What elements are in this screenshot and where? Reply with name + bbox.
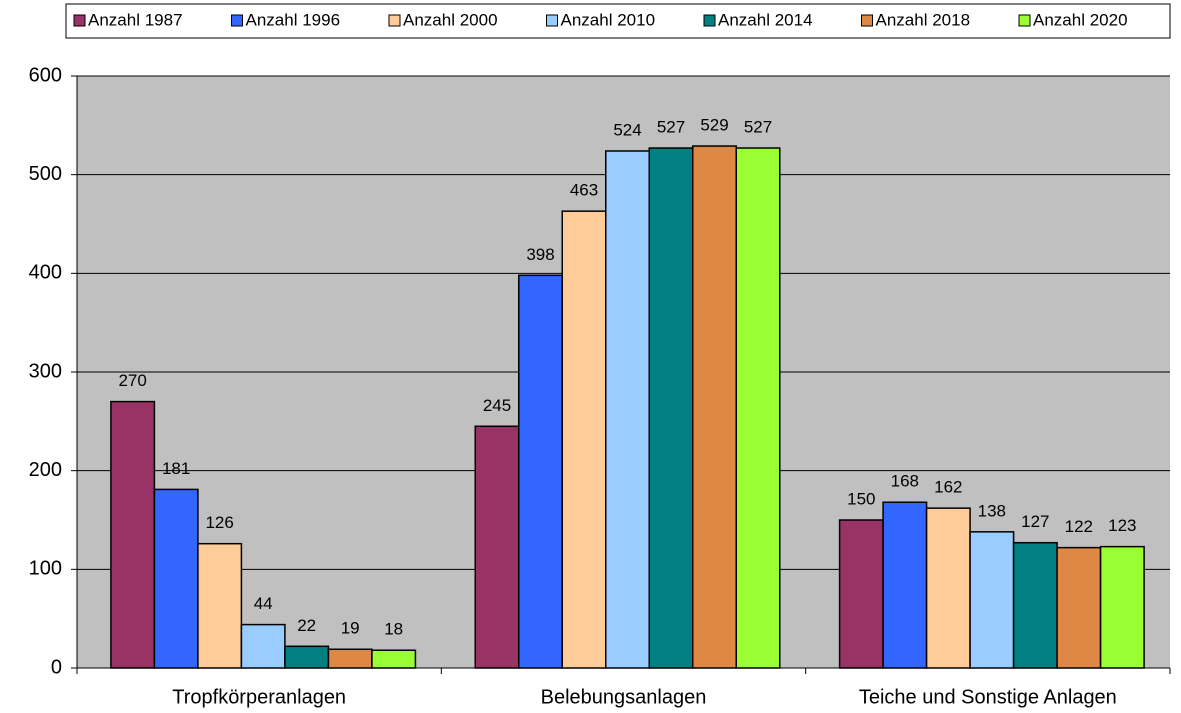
legend-label: Anzahl 2020 — [1033, 10, 1128, 29]
x-tick-label: Belebungsanlagen — [541, 686, 707, 708]
value-label: 138 — [978, 501, 1006, 520]
value-label: 529 — [700, 116, 728, 135]
value-label: 398 — [526, 245, 554, 264]
legend-swatch — [703, 14, 716, 27]
bar — [882, 501, 928, 669]
legend-label: Anzahl 2014 — [718, 10, 813, 29]
bar — [327, 648, 373, 669]
legend-swatch — [1018, 14, 1031, 27]
value-label: 162 — [934, 478, 962, 497]
y-tick-label: 600 — [29, 64, 62, 86]
value-label: 122 — [1065, 517, 1093, 536]
legend-swatch — [546, 14, 558, 27]
bar — [371, 649, 417, 669]
y-tick-label: 500 — [29, 163, 62, 185]
value-label: 150 — [847, 489, 875, 508]
y-tick-label: 400 — [29, 262, 62, 284]
bar — [692, 145, 737, 669]
legend-swatch — [388, 14, 401, 27]
bar — [284, 645, 330, 669]
value-label: 126 — [205, 513, 233, 532]
legend-label: Anzahl 2018 — [876, 10, 971, 29]
bar — [153, 488, 199, 669]
bar — [474, 425, 520, 669]
bar — [969, 531, 1015, 669]
value-label: 127 — [1021, 512, 1049, 531]
legend-label: Anzahl 1996 — [246, 10, 341, 29]
value-label: 524 — [613, 120, 641, 139]
value-label: 181 — [162, 459, 190, 478]
bar — [110, 400, 156, 669]
legend-swatch — [73, 14, 86, 27]
legend-label: Anzahl 2010 — [561, 10, 656, 29]
bar — [838, 519, 884, 669]
x-tick-label: Tropfkörperanlagen — [172, 686, 346, 708]
bar — [605, 150, 650, 669]
value-label: 527 — [657, 118, 685, 137]
value-label: 18 — [384, 620, 403, 639]
y-tick-label: 100 — [29, 558, 62, 580]
value-label: 19 — [341, 619, 360, 638]
bar — [1099, 545, 1145, 669]
value-label: 22 — [297, 616, 316, 635]
value-label: 527 — [744, 118, 772, 137]
bar — [735, 147, 781, 669]
value-label: 245 — [483, 396, 511, 415]
value-label: 270 — [118, 371, 146, 390]
x-tick-label: Teiche und Sonstige Anlagen — [859, 686, 1117, 708]
y-tick-label: 0 — [51, 656, 62, 678]
bar — [518, 274, 563, 669]
bar — [925, 507, 971, 669]
bar — [648, 147, 694, 669]
legend-swatch — [861, 14, 873, 27]
value-label: 123 — [1108, 516, 1136, 535]
legend-label: Anzahl 2000 — [403, 10, 498, 29]
bar — [1012, 541, 1058, 669]
legend-swatch — [231, 14, 243, 27]
legend-box — [65, 3, 1171, 39]
value-label: 168 — [891, 472, 919, 491]
bar — [197, 542, 243, 669]
bar — [1056, 546, 1102, 669]
bar — [561, 210, 607, 669]
y-tick-label: 300 — [29, 360, 62, 382]
legend-label: Anzahl 1987 — [88, 10, 183, 29]
value-label: 44 — [254, 594, 273, 613]
bar — [240, 623, 286, 669]
y-tick-label: 200 — [29, 459, 62, 481]
value-label: 463 — [570, 181, 598, 200]
